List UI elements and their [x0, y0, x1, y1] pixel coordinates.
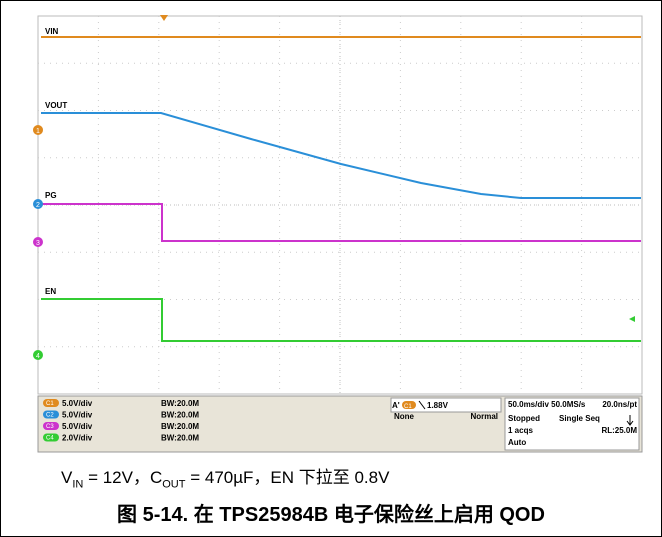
marker: 2	[36, 202, 40, 209]
acqs: 1 acqs	[508, 426, 533, 435]
resolution: 20.0ns/pt	[602, 400, 637, 409]
trigger-mode: Normal	[470, 412, 498, 421]
channel-badge	[43, 422, 59, 430]
channel-settings: C1 5.0V/div BW:20.0M C2 5.0V/div BW:20.0M C3 5.…	[43, 399, 199, 443]
record-length: RL:25.0M	[601, 426, 637, 435]
channel-bw: BW:20.0M	[161, 411, 199, 420]
channel-bw: BW:20.0M	[161, 399, 199, 408]
text: OUT	[162, 478, 186, 491]
marker: 3	[36, 240, 40, 247]
caption-title: 图 5-14. 在 TPS25984B 电子保险丝上启用 QOD	[117, 504, 545, 526]
channel-scale: 5.0V/div	[62, 422, 93, 431]
trace-label: PG	[45, 191, 57, 200]
text: = 470µF，EN 下拉至 0.8V	[185, 468, 390, 487]
text: IN	[72, 478, 84, 491]
marker: 1	[36, 128, 40, 135]
marker: 4	[36, 353, 40, 360]
channel-id: C4	[46, 436, 54, 442]
channel-bw: BW:20.0M	[161, 422, 199, 431]
channel-scale: 2.0V/div	[62, 434, 93, 443]
channel-markers: 1 2 3 4	[33, 125, 635, 360]
auto: Auto	[508, 438, 526, 447]
trigger-coupling: None	[394, 412, 415, 421]
timebase: 50.0ms/div 50.0MS/s	[508, 400, 586, 409]
caption-conditions: VIN = 12V，COUT = 470µF，EN 下拉至 0.8V	[61, 463, 389, 490]
channel-id: C1	[46, 401, 54, 407]
trace-pg	[41, 203, 641, 242]
scope: VIN VOUT PG EN 1 2 3 4 C1 5.0V/div BW:20.0…	[33, 15, 643, 453]
trigger-marker	[160, 15, 168, 21]
channel-bw: BW:20.0M	[161, 434, 199, 443]
trigger-label: A'	[392, 401, 400, 410]
trace-label: VOUT	[45, 101, 67, 110]
text: = 12V，C	[83, 468, 163, 487]
channel-badge	[43, 433, 59, 442]
text: V	[61, 468, 73, 487]
channel-id: C3	[46, 424, 54, 430]
seq: Single Seq	[559, 414, 600, 423]
trace-label: EN	[45, 287, 56, 296]
channel-scale: 5.0V/div	[62, 399, 93, 408]
channel-id: C2	[46, 413, 54, 419]
channel-badge	[43, 410, 59, 419]
trigger-source: C1	[404, 404, 412, 410]
state: Stopped	[508, 414, 540, 423]
channel-scale: 5.0V/div	[62, 411, 93, 420]
trigger-level: 1.88V	[427, 401, 449, 410]
trace-label: VIN	[45, 27, 59, 36]
trace-vout	[41, 112, 641, 199]
channel-badge	[43, 399, 59, 407]
trace-en	[41, 298, 641, 342]
